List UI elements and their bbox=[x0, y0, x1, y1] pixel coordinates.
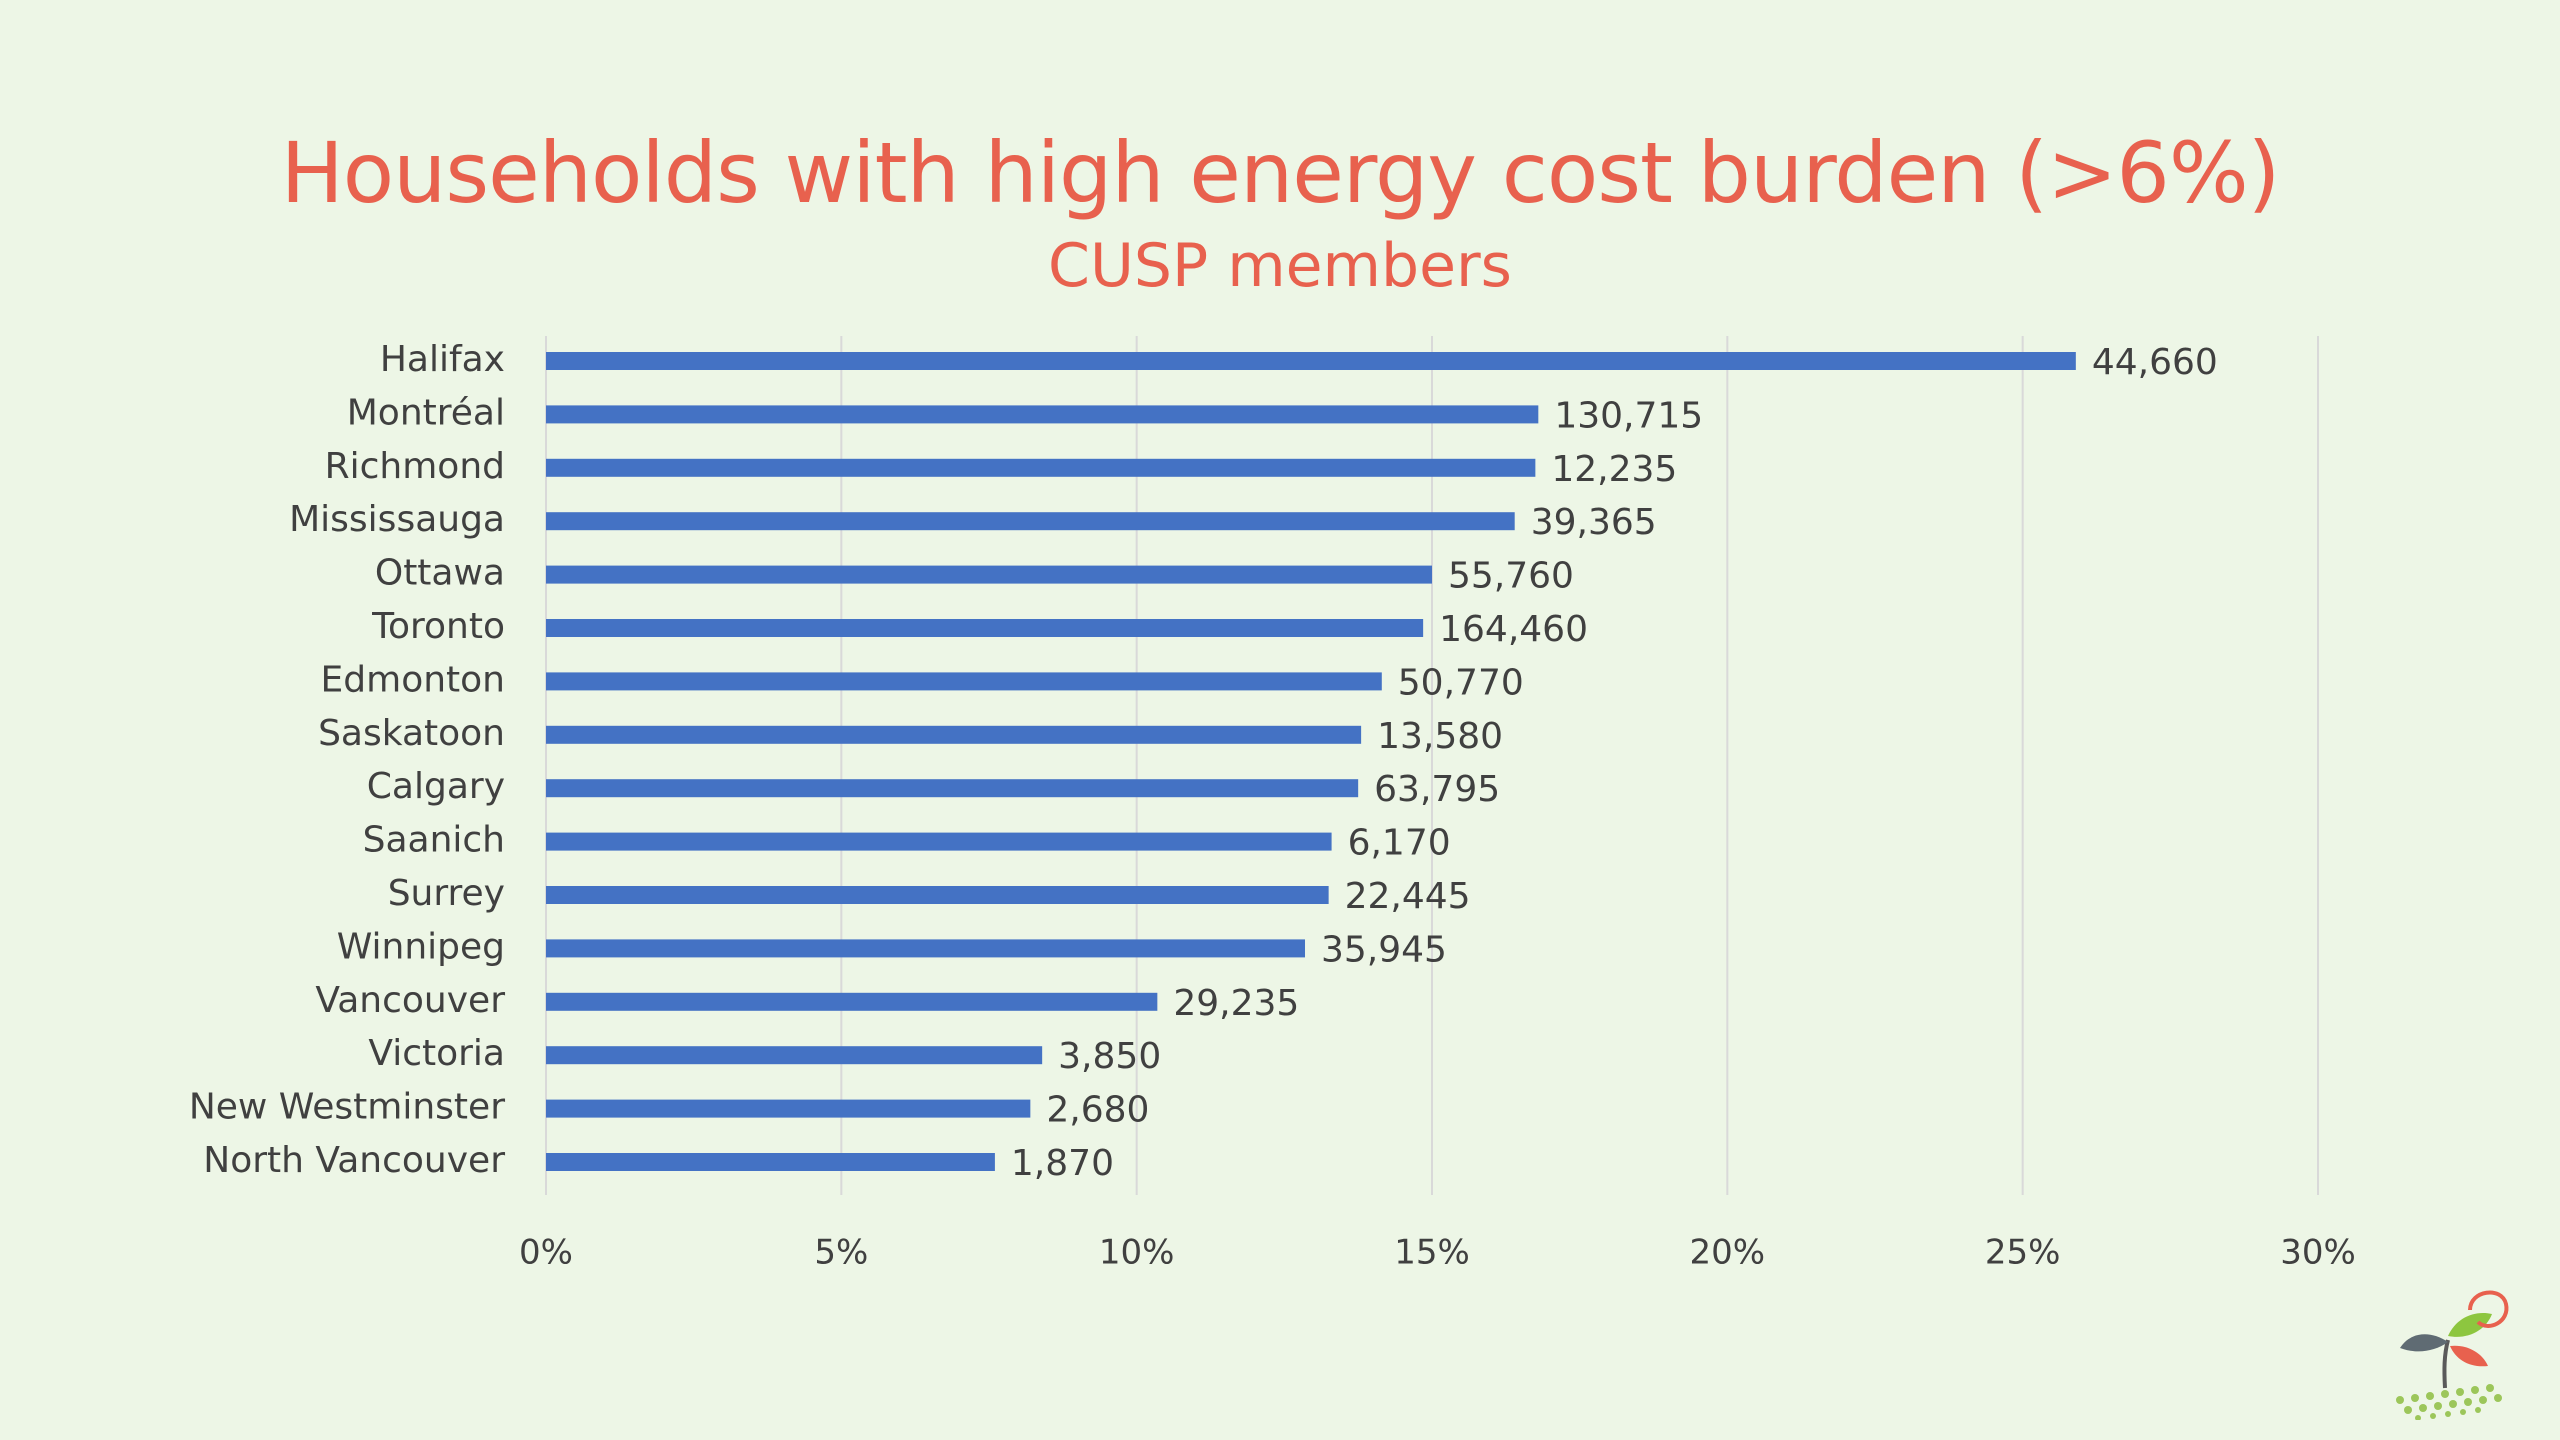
bar bbox=[546, 725, 1362, 744]
x-tick-label: 10% bbox=[1099, 1233, 1175, 1273]
category-label: Saanich bbox=[363, 820, 505, 861]
data-label: 29,235 bbox=[1173, 983, 1299, 1024]
category-label: Victoria bbox=[368, 1033, 505, 1074]
x-tick-label: 20% bbox=[1690, 1233, 1766, 1273]
data-label: 3,850 bbox=[1058, 1036, 1161, 1077]
bar bbox=[546, 779, 1359, 798]
x-tick-label: 5% bbox=[814, 1233, 868, 1273]
x-tick-label: 15% bbox=[1394, 1233, 1470, 1273]
labels: 0% 5% 10% 15% 20% 25% 30% Halifax 44,660 Montréal… bbox=[189, 339, 2356, 1273]
cusp-sprout-logo-icon bbox=[2396, 1290, 2509, 1420]
category-label: Edmonton bbox=[321, 659, 505, 700]
bars bbox=[546, 352, 2076, 1171]
bar bbox=[546, 1153, 995, 1171]
category-label: Surrey bbox=[388, 873, 505, 914]
bar bbox=[546, 939, 1306, 958]
data-label: 6,170 bbox=[1348, 823, 1451, 864]
data-label: 44,660 bbox=[2092, 342, 2218, 383]
bar bbox=[546, 992, 1158, 1011]
category-label: Mississauga bbox=[289, 499, 505, 540]
data-label: 164,460 bbox=[1439, 609, 1588, 650]
chart-subtitle: CUSP members bbox=[1048, 231, 1512, 301]
category-label: Saskatoon bbox=[318, 713, 505, 754]
bar bbox=[546, 352, 2076, 370]
bar bbox=[546, 512, 1515, 531]
data-label: 130,715 bbox=[1554, 395, 1703, 436]
category-label: Vancouver bbox=[315, 980, 505, 1021]
chart-title: Households with high energy cost burden … bbox=[280, 124, 2281, 222]
category-label: Richmond bbox=[325, 446, 505, 487]
bar bbox=[546, 1046, 1043, 1065]
category-label: New Westminster bbox=[189, 1087, 505, 1128]
category-label: Toronto bbox=[371, 606, 505, 647]
data-label: 55,760 bbox=[1448, 556, 1574, 597]
data-label: 50,770 bbox=[1398, 662, 1524, 703]
bar bbox=[546, 458, 1536, 477]
data-label: 1,870 bbox=[1011, 1143, 1114, 1184]
bar bbox=[546, 619, 1424, 637]
data-label: 22,445 bbox=[1345, 876, 1471, 917]
bar bbox=[546, 565, 1432, 584]
category-label: Winnipeg bbox=[337, 926, 505, 967]
data-label: 2,680 bbox=[1046, 1090, 1149, 1131]
data-label: 13,580 bbox=[1377, 716, 1503, 757]
x-tick-label: 30% bbox=[2280, 1233, 2356, 1273]
data-label: 35,945 bbox=[1321, 929, 1447, 970]
category-label: Calgary bbox=[367, 766, 505, 807]
data-label: 63,795 bbox=[1374, 769, 1500, 810]
category-label: North Vancouver bbox=[203, 1140, 505, 1181]
bar bbox=[546, 1099, 1031, 1118]
data-label: 39,365 bbox=[1531, 502, 1657, 543]
data-label: 12,235 bbox=[1551, 449, 1677, 490]
bar bbox=[546, 886, 1329, 904]
category-label: Halifax bbox=[380, 339, 505, 380]
category-label: Ottawa bbox=[375, 553, 505, 594]
x-tick-label: 25% bbox=[1985, 1233, 2061, 1273]
x-tick-label: 0% bbox=[519, 1233, 573, 1273]
bar bbox=[546, 672, 1382, 691]
gridlines bbox=[545, 336, 2319, 1195]
category-label: Montréal bbox=[347, 392, 505, 433]
bar bbox=[546, 832, 1332, 851]
bar bbox=[546, 405, 1539, 424]
